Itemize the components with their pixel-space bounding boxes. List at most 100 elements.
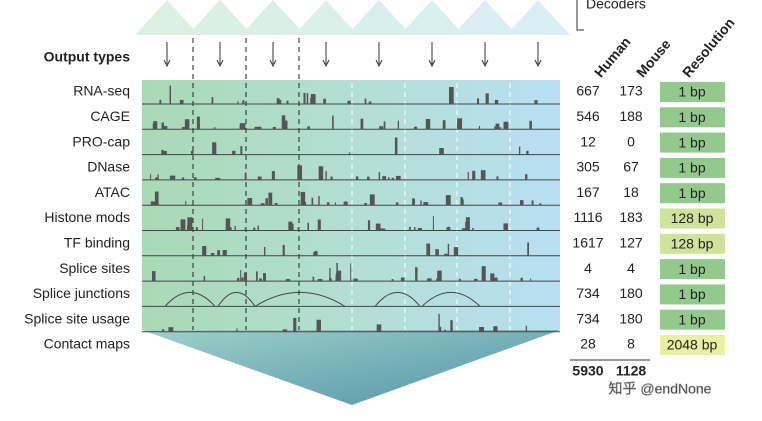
track-peak: [151, 271, 156, 282]
resolution: 1 bp: [678, 134, 705, 150]
track-peak: [445, 195, 451, 206]
track-peak: [391, 177, 394, 180]
track-peak: [150, 201, 156, 206]
track-peak: [240, 123, 246, 130]
track-peak: [412, 198, 415, 206]
human-count: 734: [576, 310, 600, 326]
track-peak: [367, 220, 371, 231]
resolution: 1 bp: [678, 261, 705, 277]
track-peak: [234, 225, 236, 231]
row-label: Splice junctions: [33, 285, 130, 301]
track-peak: [394, 137, 398, 155]
track-peak: [408, 226, 411, 231]
track-peak: [347, 100, 351, 104]
resolution: 1 bp: [678, 109, 705, 125]
track-peak: [272, 126, 276, 130]
mouse-count: 4: [627, 260, 635, 276]
track-peak: [530, 278, 532, 282]
track-peak: [244, 172, 247, 180]
human-count: 28: [580, 336, 596, 352]
track-peak: [154, 191, 159, 206]
track-peak: [518, 146, 521, 155]
track-peak: [222, 250, 227, 256]
resolution-box: [660, 284, 725, 305]
track-peak: [378, 172, 381, 180]
track-peak: [444, 329, 446, 332]
track-peak: [343, 201, 348, 206]
track-peak: [447, 226, 450, 231]
bracket: [576, 0, 584, 31]
track-peak: [481, 266, 486, 282]
mouse-count: 8: [627, 336, 635, 352]
track-peak: [498, 202, 503, 206]
track-peak: [162, 329, 165, 332]
decoder-triangles: [135, 0, 570, 35]
track-peak: [375, 223, 381, 231]
track-peak: [432, 216, 434, 231]
junction-arc: [164, 292, 216, 307]
track-peak: [472, 227, 474, 231]
track-peak: [155, 202, 159, 206]
track-peak: [318, 166, 324, 180]
human-count: 4: [584, 260, 592, 276]
track-peak: [461, 228, 467, 231]
track-peak: [418, 228, 420, 231]
track-peak: [480, 170, 486, 180]
track-peak: [316, 319, 321, 332]
track-peak: [157, 174, 159, 180]
track-peak: [353, 278, 358, 282]
track-peak: [278, 99, 282, 104]
arrow-head: [322, 59, 330, 68]
track-peak: [303, 92, 306, 104]
track-peak: [444, 253, 448, 256]
human-count: 305: [576, 159, 600, 175]
track-peak: [285, 279, 291, 282]
resolution-box: [660, 259, 725, 280]
mouse-count: 67: [623, 159, 639, 175]
track-peak: [256, 271, 258, 282]
track-peak: [376, 324, 382, 332]
track-peak: [317, 278, 323, 282]
track-peak: [520, 200, 524, 206]
track-peak: [243, 272, 248, 282]
row-label: TF binding: [64, 235, 130, 251]
track-peak: [426, 243, 431, 256]
track-peak: [447, 243, 450, 256]
resolution-box: [660, 82, 725, 102]
track-peak: [268, 192, 273, 206]
track-peak: [323, 98, 326, 104]
track-peak: [485, 93, 489, 104]
track-peak: [217, 250, 221, 256]
track-peak: [413, 126, 418, 130]
track-peak: [172, 175, 176, 180]
track-peak: [193, 177, 197, 180]
track-peak: [382, 176, 387, 180]
track-peak: [400, 277, 405, 282]
track-peak: [237, 101, 239, 104]
track-peak: [297, 165, 303, 180]
human-count: 667: [576, 83, 600, 99]
track-peak: [413, 227, 416, 231]
row-label: RNA-seq: [73, 83, 130, 99]
track-peak: [175, 227, 180, 231]
mouse-count: 127: [619, 235, 643, 251]
track-peak: [180, 219, 186, 231]
track-peak: [232, 150, 236, 155]
row-label: Contact maps: [44, 336, 130, 352]
row-label: CAGE: [90, 108, 130, 124]
track-peak: [185, 200, 187, 206]
track-peak: [265, 198, 268, 206]
resolution-box: [660, 208, 725, 229]
track-peak: [307, 222, 310, 231]
resolution: 1 bp: [678, 160, 705, 176]
track-peak: [526, 150, 529, 155]
track-peak: [503, 121, 509, 130]
track-peak: [478, 126, 481, 130]
track-peak: [525, 174, 528, 180]
arrow-head: [216, 59, 224, 68]
track-peak: [293, 317, 297, 332]
mouse-count: 0: [627, 133, 635, 149]
junction-arc: [374, 291, 421, 307]
track-peak: [257, 176, 262, 180]
track-peak: [380, 228, 386, 231]
